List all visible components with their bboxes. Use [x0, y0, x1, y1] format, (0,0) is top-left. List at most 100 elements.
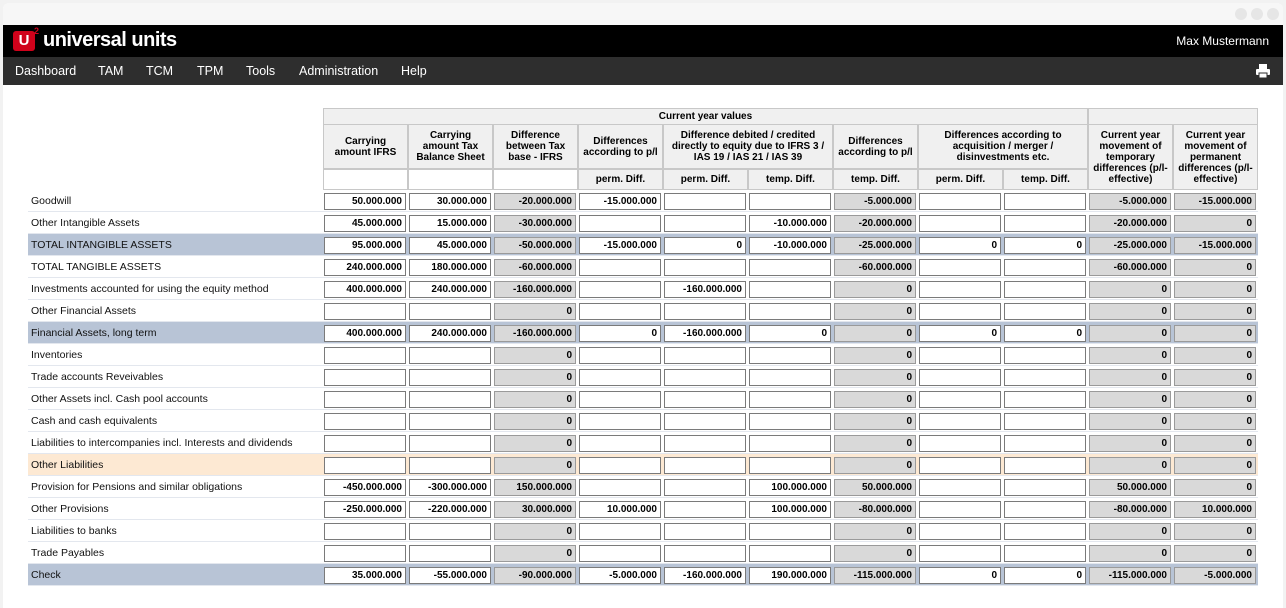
- input-cell[interactable]: [579, 479, 661, 496]
- input-cell[interactable]: 0: [919, 237, 1001, 254]
- input-cell[interactable]: [409, 545, 491, 562]
- input-cell[interactable]: 0: [1004, 567, 1086, 584]
- input-cell[interactable]: 50.000.000: [324, 193, 406, 210]
- input-cell[interactable]: [579, 281, 661, 298]
- input-cell[interactable]: [409, 523, 491, 540]
- input-cell[interactable]: 240.000.000: [409, 325, 491, 342]
- input-cell[interactable]: -160.000.000: [664, 325, 746, 342]
- input-cell[interactable]: -160.000.000: [664, 567, 746, 584]
- input-cell[interactable]: 0: [664, 237, 746, 254]
- input-cell[interactable]: [749, 457, 831, 474]
- input-cell[interactable]: -300.000.000: [409, 479, 491, 496]
- input-cell[interactable]: 45.000.000: [324, 215, 406, 232]
- input-cell[interactable]: [409, 303, 491, 320]
- input-cell[interactable]: 10.000.000: [579, 501, 661, 518]
- input-cell[interactable]: [1004, 369, 1086, 386]
- input-cell[interactable]: [1004, 259, 1086, 276]
- input-cell[interactable]: [1004, 391, 1086, 408]
- input-cell[interactable]: [409, 347, 491, 364]
- input-cell[interactable]: [324, 523, 406, 540]
- input-cell[interactable]: [749, 281, 831, 298]
- input-cell[interactable]: [749, 193, 831, 210]
- input-cell[interactable]: [324, 435, 406, 452]
- input-cell[interactable]: [919, 215, 1001, 232]
- input-cell[interactable]: [664, 545, 746, 562]
- input-cell[interactable]: -450.000.000: [324, 479, 406, 496]
- nav-item[interactable]: TAM: [98, 64, 124, 78]
- input-cell[interactable]: 400.000.000: [324, 281, 406, 298]
- input-cell[interactable]: [919, 457, 1001, 474]
- input-cell[interactable]: [409, 457, 491, 474]
- input-cell[interactable]: 180.000.000: [409, 259, 491, 276]
- input-cell[interactable]: [664, 369, 746, 386]
- input-cell[interactable]: 0: [579, 325, 661, 342]
- input-cell[interactable]: [324, 303, 406, 320]
- input-cell[interactable]: [324, 457, 406, 474]
- input-cell[interactable]: [1004, 545, 1086, 562]
- nav-item[interactable]: TCM: [146, 64, 174, 78]
- input-cell[interactable]: -10.000.000: [749, 237, 831, 254]
- input-cell[interactable]: [579, 369, 661, 386]
- input-cell[interactable]: [579, 391, 661, 408]
- input-cell[interactable]: 100.000.000: [749, 479, 831, 496]
- input-cell[interactable]: [579, 545, 661, 562]
- input-cell[interactable]: [919, 281, 1001, 298]
- input-cell[interactable]: [749, 369, 831, 386]
- input-cell[interactable]: [664, 259, 746, 276]
- input-cell[interactable]: [1004, 215, 1086, 232]
- input-cell[interactable]: [749, 259, 831, 276]
- input-cell[interactable]: [749, 413, 831, 430]
- input-cell[interactable]: 35.000.000: [324, 567, 406, 584]
- input-cell[interactable]: -220.000.000: [409, 501, 491, 518]
- input-cell[interactable]: [1004, 479, 1086, 496]
- input-cell[interactable]: [919, 479, 1001, 496]
- input-cell[interactable]: [579, 413, 661, 430]
- input-cell[interactable]: [1004, 457, 1086, 474]
- nav-item[interactable]: Tools: [246, 64, 276, 78]
- input-cell[interactable]: [579, 435, 661, 452]
- input-cell[interactable]: [324, 391, 406, 408]
- input-cell[interactable]: [664, 435, 746, 452]
- input-cell[interactable]: [919, 501, 1001, 518]
- input-cell[interactable]: [664, 413, 746, 430]
- input-cell[interactable]: -160.000.000: [664, 281, 746, 298]
- input-cell[interactable]: [919, 259, 1001, 276]
- input-cell[interactable]: [409, 391, 491, 408]
- input-cell[interactable]: [664, 391, 746, 408]
- input-cell[interactable]: [919, 523, 1001, 540]
- input-cell[interactable]: 190.000.000: [749, 567, 831, 584]
- input-cell[interactable]: [664, 347, 746, 364]
- input-cell[interactable]: -5.000.000: [579, 567, 661, 584]
- input-cell[interactable]: [749, 545, 831, 562]
- input-cell[interactable]: [664, 501, 746, 518]
- input-cell[interactable]: [579, 457, 661, 474]
- input-cell[interactable]: 45.000.000: [409, 237, 491, 254]
- input-cell[interactable]: [579, 259, 661, 276]
- input-cell[interactable]: [919, 347, 1001, 364]
- input-cell[interactable]: [409, 435, 491, 452]
- input-cell[interactable]: [579, 303, 661, 320]
- input-cell[interactable]: [324, 369, 406, 386]
- input-cell[interactable]: [579, 215, 661, 232]
- input-cell[interactable]: [664, 457, 746, 474]
- print-icon[interactable]: [1255, 63, 1271, 79]
- input-cell[interactable]: [664, 479, 746, 496]
- input-cell[interactable]: [919, 193, 1001, 210]
- input-cell[interactable]: [1004, 303, 1086, 320]
- input-cell[interactable]: [324, 413, 406, 430]
- input-cell[interactable]: [664, 523, 746, 540]
- input-cell[interactable]: 0: [749, 325, 831, 342]
- input-cell[interactable]: [664, 303, 746, 320]
- input-cell[interactable]: -55.000.000: [409, 567, 491, 584]
- input-cell[interactable]: -15.000.000: [579, 193, 661, 210]
- nav-item[interactable]: Help: [401, 64, 427, 78]
- input-cell[interactable]: [919, 413, 1001, 430]
- input-cell[interactable]: 240.000.000: [409, 281, 491, 298]
- input-cell[interactable]: [919, 391, 1001, 408]
- input-cell[interactable]: [749, 347, 831, 364]
- user-name[interactable]: Max Mustermann: [1176, 34, 1269, 48]
- nav-item[interactable]: TPM: [197, 64, 224, 78]
- input-cell[interactable]: [579, 523, 661, 540]
- input-cell[interactable]: [1004, 281, 1086, 298]
- input-cell[interactable]: 0: [919, 567, 1001, 584]
